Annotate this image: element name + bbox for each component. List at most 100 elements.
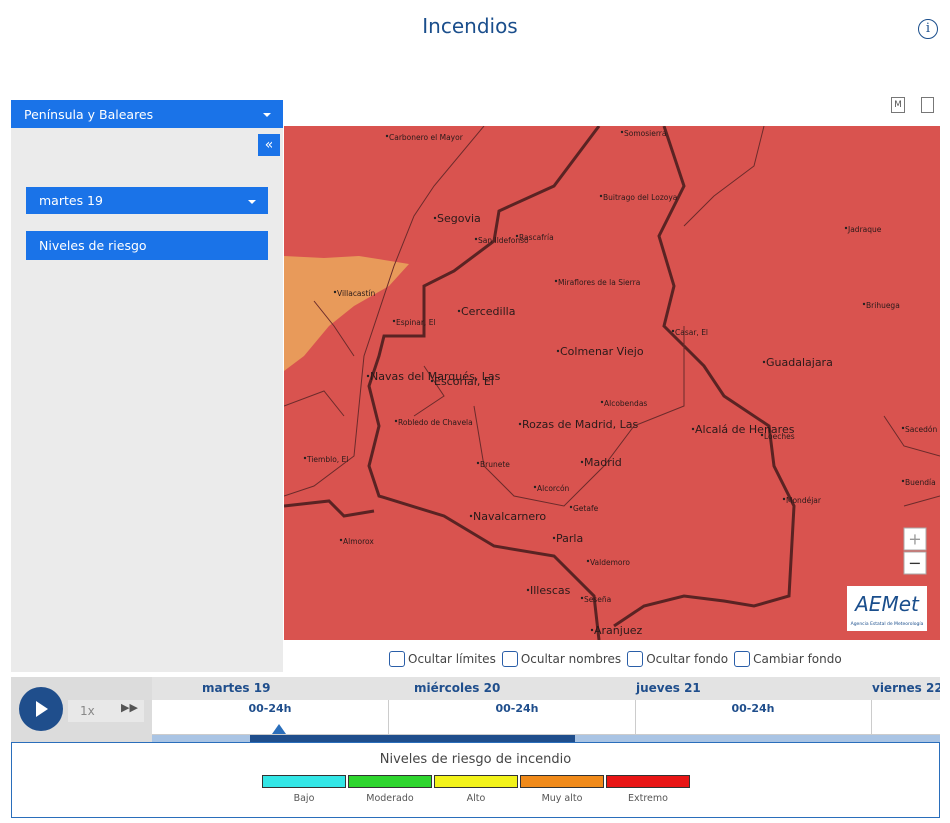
day-label: miércoles 20	[414, 681, 501, 695]
place-dot	[533, 485, 537, 489]
checkbox	[389, 651, 405, 667]
place-label: Brihuega	[866, 301, 900, 310]
play-button[interactable]	[19, 687, 63, 731]
checkbox-label: Cambiar fondo	[753, 652, 842, 666]
province-border	[284, 126, 940, 507]
legend-label: Muy alto	[541, 793, 583, 804]
legend-item: Extremo	[605, 775, 691, 804]
place-label: Brunete	[480, 460, 510, 469]
place-dot	[580, 596, 584, 600]
day-select[interactable]: martes 19	[26, 187, 268, 214]
legend-label: Alto	[466, 793, 486, 804]
day-label: martes 19	[202, 681, 271, 695]
zoom-out[interactable]	[903, 551, 927, 575]
place-dot	[526, 588, 530, 592]
place-label: Segovia	[437, 212, 481, 225]
place-label: Buitrago del Lozoya	[603, 193, 677, 202]
checkbox	[627, 651, 644, 667]
place-label: Rascafría	[519, 233, 554, 242]
legend-title: Niveles de riesgo de incendio	[379, 752, 572, 767]
place-dot	[554, 279, 558, 283]
place-dot	[476, 461, 480, 465]
place-dot	[339, 538, 343, 542]
hour-slot[interactable]: 00-24h	[635, 700, 872, 734]
place-label: Casar, El	[675, 328, 708, 337]
map-tool[interactable]: M	[891, 97, 905, 113]
place-dot	[474, 237, 478, 241]
place-dot	[333, 290, 337, 294]
place-dot	[901, 426, 905, 430]
place-dot	[691, 427, 695, 431]
place-dot	[862, 302, 866, 306]
speed[interactable]: 1x	[68, 700, 144, 722]
place-dot	[366, 374, 370, 378]
zoom-in[interactable]	[903, 527, 927, 551]
checkbox-option[interactable]: Cambiar fondo	[734, 650, 842, 668]
place-label: Mondéjar	[786, 496, 822, 505]
collapse-button[interactable]: «	[258, 134, 280, 156]
place-dot	[385, 134, 389, 138]
place-label: Getafe	[573, 504, 599, 513]
place-label: Loeches	[764, 432, 795, 441]
legend-item: Bajo	[261, 775, 347, 804]
info-button[interactable]: i	[918, 19, 938, 39]
place-dot	[844, 226, 848, 230]
map-options: Ocultar límites Ocultar nombres Ocultar fo…	[389, 650, 848, 668]
layer-button[interactable]: Niveles de riesgo	[26, 231, 268, 260]
region-select[interactable]: Península y Baleares	[11, 100, 283, 128]
place-dot	[590, 628, 594, 632]
place-label: Navalcarnero	[473, 510, 546, 523]
place-label: Madrid	[584, 456, 622, 469]
place-dot	[433, 216, 437, 220]
place-label: Jadraque	[847, 225, 882, 234]
place-dot	[515, 234, 519, 238]
place-label: Buendía	[905, 478, 936, 487]
marker	[272, 724, 286, 734]
legend-item: Muy alto	[519, 775, 605, 804]
place-dot	[556, 349, 560, 353]
hour-slot[interactable]: 00-24h	[399, 700, 636, 734]
place-label: Miraflores de la Sierra	[558, 278, 640, 287]
day-label: jueves 21	[636, 681, 701, 695]
legend-swatch	[434, 775, 518, 788]
fast-forward[interactable]: ▶▶	[121, 701, 138, 714]
checkbox-option[interactable]: Ocultar límites	[389, 650, 496, 668]
legend-item: Alto	[433, 775, 519, 804]
place-dot	[671, 329, 675, 333]
place-dot	[599, 194, 603, 198]
place-dot	[552, 536, 556, 540]
place-label: Illescas	[530, 584, 571, 597]
place-dot	[782, 497, 786, 501]
place-label: Robledo de Chavela	[398, 418, 473, 427]
legend-swatch	[520, 775, 604, 788]
region-border	[284, 126, 796, 640]
map-area	[284, 126, 940, 640]
legend-label: Extremo	[628, 793, 668, 804]
legend-item: Moderado	[347, 775, 433, 804]
place-label: Somosierra	[624, 129, 666, 138]
place-label: Tiemblo, El	[306, 455, 348, 464]
place-label: Alcalá de Henares	[695, 423, 795, 436]
place-dot	[469, 514, 473, 518]
legend-swatch	[348, 775, 432, 788]
map: Carbonero el Mayor Somosierra Buitrago del…	[284, 126, 940, 640]
checkbox-label: Ocultar fondo	[646, 652, 729, 666]
place-label: Cercedilla	[461, 305, 515, 318]
logo: AEMet	[853, 592, 920, 616]
checkbox-option[interactable]: Ocultar fondo	[627, 650, 728, 668]
place-dot	[392, 319, 396, 323]
checkbox-option[interactable]: Ocultar nombres	[501, 650, 621, 668]
page-title: Incendios	[422, 14, 518, 38]
place-label: San Ildefonso	[478, 236, 529, 245]
zoom-out-label: −	[908, 554, 921, 573]
days: martes 19 miércoles 20 jueves 21 viernes 22	[152, 677, 940, 700]
hour-slot[interactable]: 00-24h	[152, 700, 389, 734]
logo-sub: Agencia Estatal de Meteorología	[851, 620, 924, 627]
download-tool[interactable]	[921, 97, 934, 113]
zoom-in-label: +	[908, 530, 921, 549]
place-label: Escorial, El	[434, 375, 494, 388]
place-dot	[518, 422, 522, 426]
place-dot	[457, 309, 461, 313]
place-dot	[600, 400, 604, 404]
place-label: Alcobendas	[604, 399, 647, 408]
